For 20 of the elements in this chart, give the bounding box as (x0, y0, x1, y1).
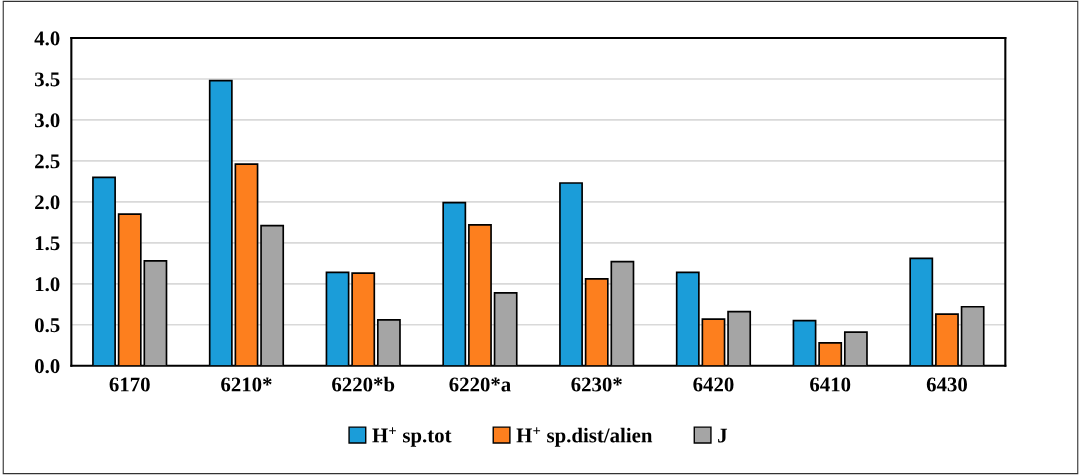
y-tick-label: 1.0 (35, 277, 60, 292)
y-tick-label: 3.0 (34, 113, 60, 128)
x-tick-label: 6220*a (449, 377, 511, 392)
legend-label: J (718, 428, 728, 443)
y-tick-label: 2.5 (35, 154, 60, 169)
x-tick-label: 6420 (693, 377, 734, 392)
x-tick-label: 6430 (926, 377, 967, 392)
x-tick-label: 6220*b (332, 376, 395, 392)
y-tick-label: 4.0 (34, 31, 60, 46)
x-tick-label: 6230* (571, 377, 622, 392)
y-tick-label: 0.0 (34, 359, 60, 374)
y-tick-label: 2.0 (35, 195, 60, 210)
x-tick-label: 6170 (109, 377, 150, 392)
legend-label: H$^{+}$ sp.dist/alien (516, 427, 653, 447)
x-tick-label: 6210* (221, 377, 272, 392)
legend-label: H$^{+}$ sp.tot (372, 427, 452, 447)
y-tick-label: 3.5 (34, 72, 60, 87)
x-tick-label: 6410 (810, 377, 851, 392)
y-tick-label: 1.5 (35, 236, 60, 251)
y-tick-label: 0.5 (34, 318, 60, 333)
